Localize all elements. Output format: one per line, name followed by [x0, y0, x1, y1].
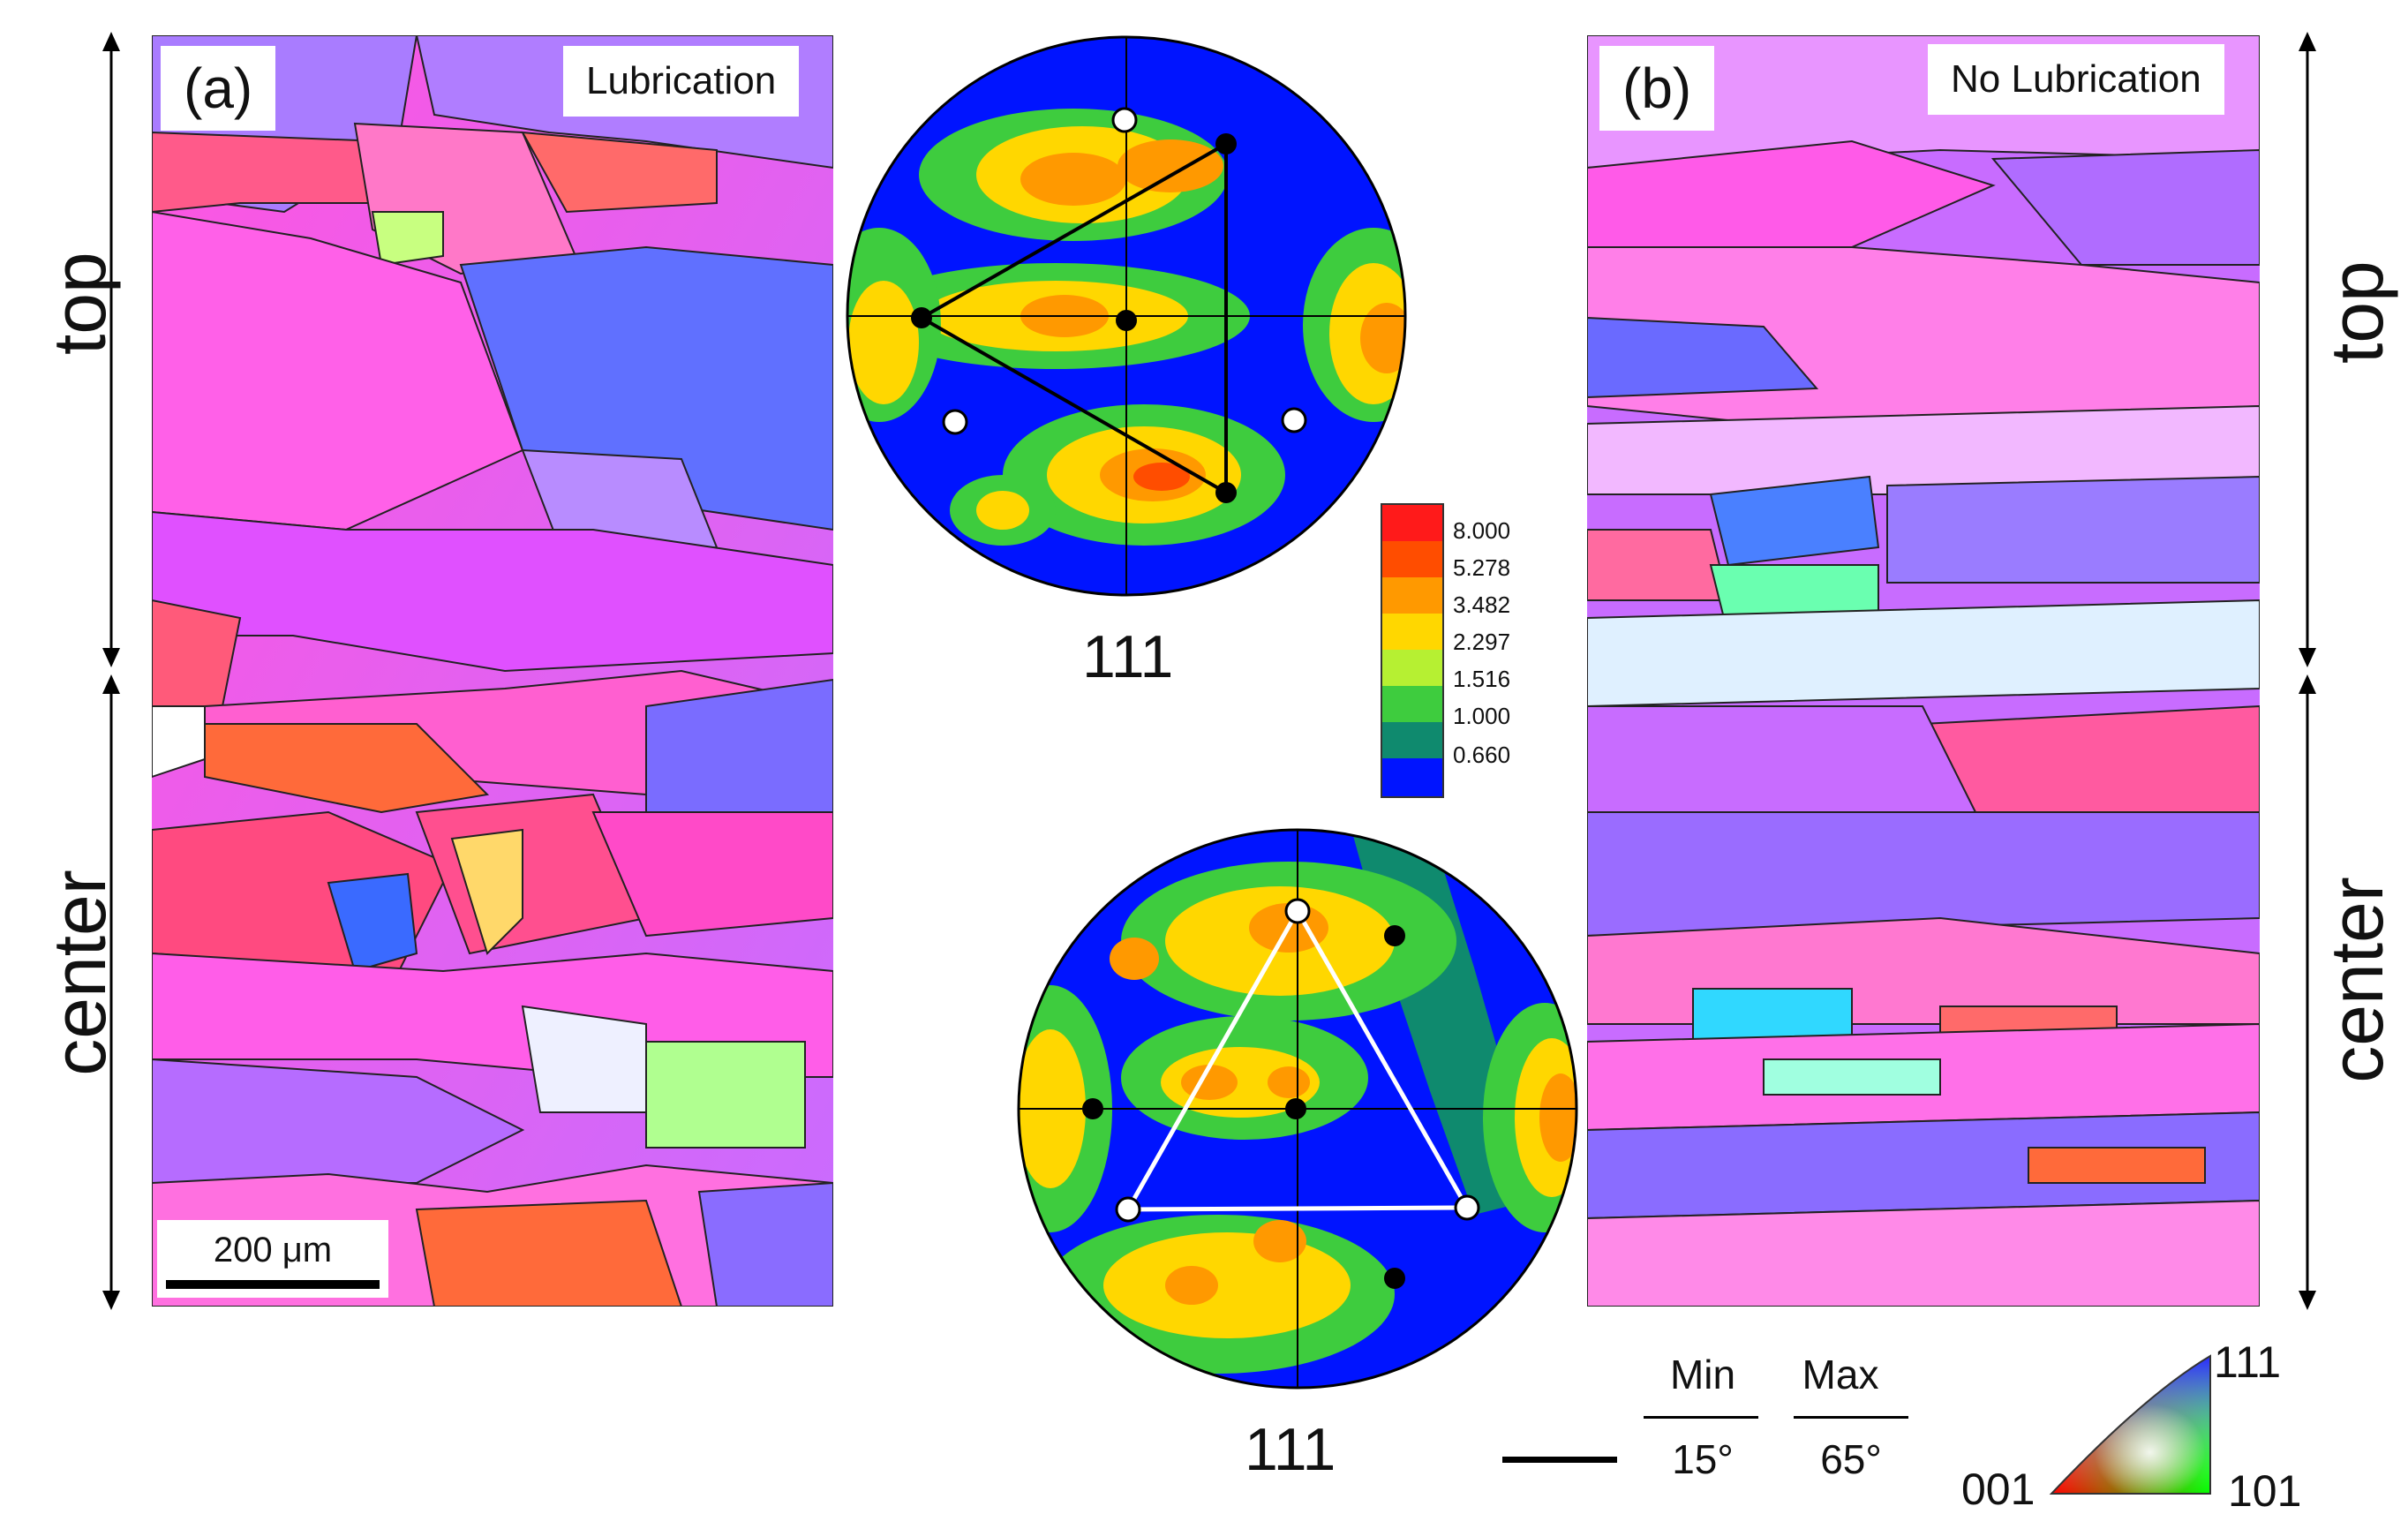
ipf-key-label-001: 001: [1961, 1465, 2036, 1514]
colorbar-swatch: [1382, 650, 1442, 686]
colorbar-swatch: [1382, 505, 1442, 541]
ebsd-map-lubrication: [152, 35, 833, 1307]
panel-a-condition-label: Lubrication: [563, 46, 800, 117]
panel-b-condition-label: No Lubrication: [1928, 44, 2224, 115]
colorbar-label: 2.297: [1453, 629, 1511, 655]
panel-a-tag: (a): [161, 46, 276, 131]
panel-b-tag: (b): [1599, 46, 1715, 131]
pole-figure-top: [846, 35, 1407, 597]
colorbar: [1381, 503, 1444, 798]
colorbar-swatch: [1382, 577, 1442, 614]
pole-figure-bottom-label: 111: [1245, 1416, 1336, 1483]
colorbar-label: 8.000: [1453, 517, 1511, 544]
colorbar-label: 5.278: [1453, 554, 1511, 581]
colorbar-swatch: [1382, 614, 1442, 650]
region-arrows-right: [2299, 32, 2316, 1310]
boundary-min-label: Min: [1669, 1352, 1736, 1397]
scale-bar-box: 200 μm: [157, 1220, 388, 1298]
colorbar-swatch: [1382, 758, 1442, 796]
region-label-top-left: top: [38, 252, 121, 355]
boundary-max-rule: [1794, 1416, 1908, 1419]
ebsd-map-no-lubrication: [1587, 35, 2260, 1307]
boundary-line-sample: [1502, 1457, 1617, 1463]
region-label-center-right: center: [2315, 877, 2398, 1083]
boundary-min-value: 15°: [1672, 1436, 1734, 1482]
boundary-max-label: Max: [1802, 1352, 1879, 1397]
ipf-key-label-111: 111: [2214, 1337, 2282, 1387]
colorbar-swatch: [1382, 541, 1442, 577]
boundary-min-rule: [1644, 1416, 1758, 1419]
colorbar-label: 0.660: [1453, 742, 1511, 768]
region-label-center-left: center: [38, 870, 121, 1076]
scale-bar-line: [166, 1280, 380, 1289]
colorbar-label: 3.482: [1453, 591, 1511, 618]
scale-bar-text: 200 μm: [213, 1231, 333, 1269]
boundary-max-value: 65°: [1820, 1436, 1882, 1482]
pole-figure-bottom: [1017, 828, 1578, 1390]
ipf-color-key: [2049, 1354, 2211, 1495]
region-arrows-left: [102, 32, 120, 1310]
pole-figure-top-label: 111: [1082, 623, 1174, 690]
colorbar-swatch: [1382, 686, 1442, 722]
colorbar-label: 1.516: [1453, 666, 1511, 692]
region-label-top-right: top: [2315, 260, 2398, 364]
colorbar-swatch: [1382, 722, 1442, 758]
ipf-key-label-101: 101: [2228, 1466, 2302, 1516]
colorbar-label: 1.000: [1453, 703, 1511, 729]
